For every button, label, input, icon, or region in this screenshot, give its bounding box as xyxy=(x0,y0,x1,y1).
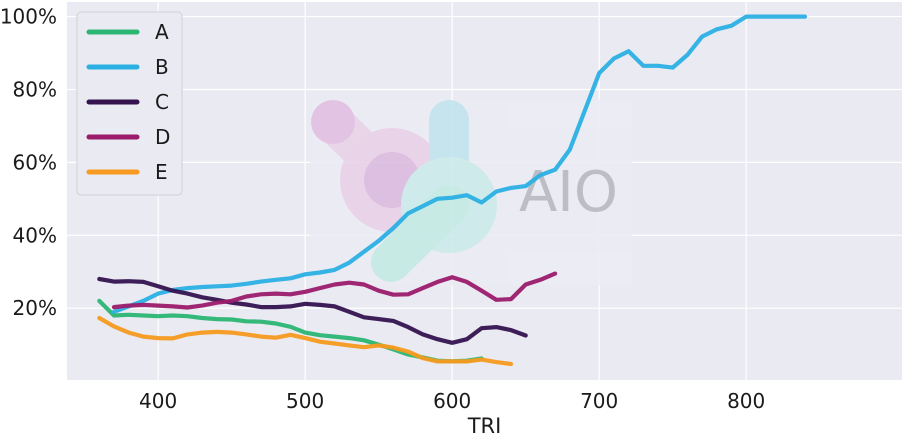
y-tick-label: 100% xyxy=(0,5,57,29)
x-tick-label: 500 xyxy=(286,389,324,413)
watermark-text: AIO xyxy=(519,160,618,225)
series-line-d xyxy=(111,271,558,310)
legend-label-b: B xyxy=(155,55,169,79)
x-tick-label: 600 xyxy=(433,389,471,413)
x-tick-labels: 400 500 600 700 800 xyxy=(139,389,765,413)
series-line-c xyxy=(97,276,528,345)
series-line-b xyxy=(111,14,808,314)
legend-label-e: E xyxy=(155,160,168,184)
legend-label-c: C xyxy=(155,90,169,114)
y-tick-labels: 20% 40% 60% 80% 100% xyxy=(0,5,57,321)
x-tick-label: 700 xyxy=(580,389,618,413)
x-tick-label: 400 xyxy=(139,389,177,413)
y-tick-label: 80% xyxy=(13,77,57,101)
legend-label-a: A xyxy=(155,20,169,44)
x-axis-title: TRI xyxy=(467,414,502,434)
series-layer xyxy=(97,14,808,367)
y-tick-label: 40% xyxy=(13,223,57,247)
y-tick-label: 60% xyxy=(13,150,57,174)
series-line-e xyxy=(97,315,514,367)
legend-label-d: D xyxy=(155,125,170,149)
y-tick-label: 20% xyxy=(13,296,57,320)
x-tick-label: 800 xyxy=(727,389,765,413)
